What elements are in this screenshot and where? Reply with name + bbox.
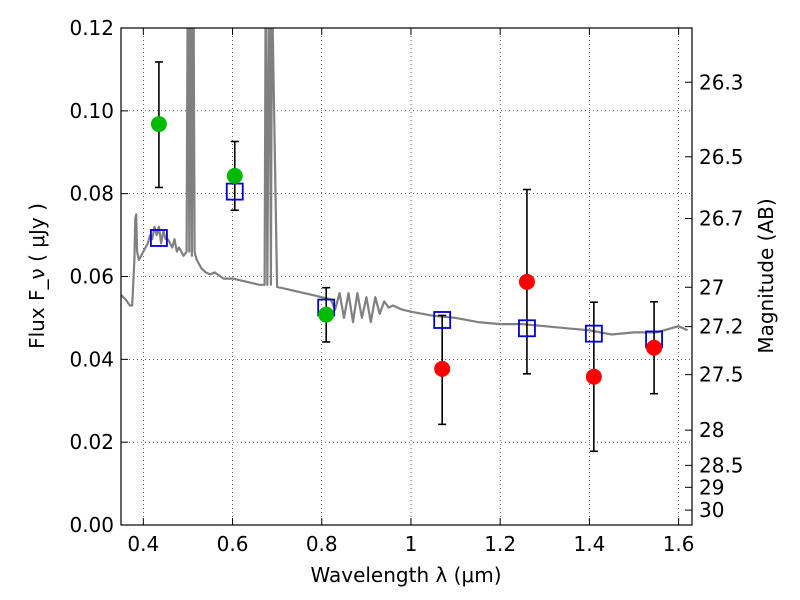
magnitude-tick-label: 26.5	[699, 145, 744, 169]
magnitude-tick-label: 27.2	[699, 315, 744, 339]
x-tick-label: 1.6	[663, 532, 695, 556]
y-tick-label: 0.06	[69, 265, 114, 289]
y-axis-title: Flux F_ν ( μJy )	[25, 203, 49, 349]
magnitude-tick-label: 29	[699, 475, 724, 499]
y-tick-label: 0.12	[69, 16, 114, 40]
x-tick-label: 0.6	[217, 532, 249, 556]
y-tick-label: 0.10	[69, 99, 114, 123]
y-tick-label: 0.04	[69, 347, 114, 371]
ticks	[121, 27, 692, 526]
upper-limit-point	[646, 339, 663, 356]
x-axis-title: Wavelength λ (μm)	[310, 563, 501, 587]
x-tick-label: 1.2	[484, 532, 516, 556]
y-tick-label: 0.08	[69, 182, 114, 206]
magnitude-tick-label: 28.5	[699, 453, 744, 477]
x-tick-label: 1.4	[573, 532, 605, 556]
detection-point	[150, 116, 167, 133]
plot-area	[121, 28, 692, 525]
x-tick-label: 1	[405, 532, 418, 556]
magnitude-tick-label: 26.3	[699, 70, 744, 94]
upper-limit-point	[585, 368, 602, 385]
detection-point	[226, 167, 243, 184]
x-tick-label: 0.4	[127, 532, 159, 556]
model-photometry-square	[584, 324, 603, 343]
magnitude-tick-label: 28	[699, 418, 724, 442]
magnitude-tick-label: 27.5	[699, 363, 744, 387]
y-tick-label: 0.00	[69, 513, 114, 537]
gridlines	[121, 27, 692, 526]
detection-point	[318, 306, 335, 323]
sed-model-line	[121, 28, 688, 336]
magnitude-tick-label: 27	[699, 275, 724, 299]
tick-labels: 0.4 0.6 0.8 1 1.2 1.4 1.6 0.00 0.02 0.04 0.06 0.08 0…	[69, 16, 743, 556]
data-layer	[121, 28, 688, 453]
model-photometry-square	[518, 319, 536, 338]
x-tick-label: 0.8	[306, 532, 338, 556]
upper-limit-point	[518, 273, 535, 290]
y-tick-label: 0.02	[69, 430, 114, 454]
magnitude-axis-title: Magnitude (AB)	[754, 198, 778, 353]
model-photometry-square	[150, 229, 168, 247]
magnitude-tick-label: 30	[699, 498, 724, 522]
upper-limit-point	[434, 360, 451, 377]
magnitude-tick-label: 26.7	[699, 207, 744, 231]
model-photometry-square	[433, 311, 452, 329]
